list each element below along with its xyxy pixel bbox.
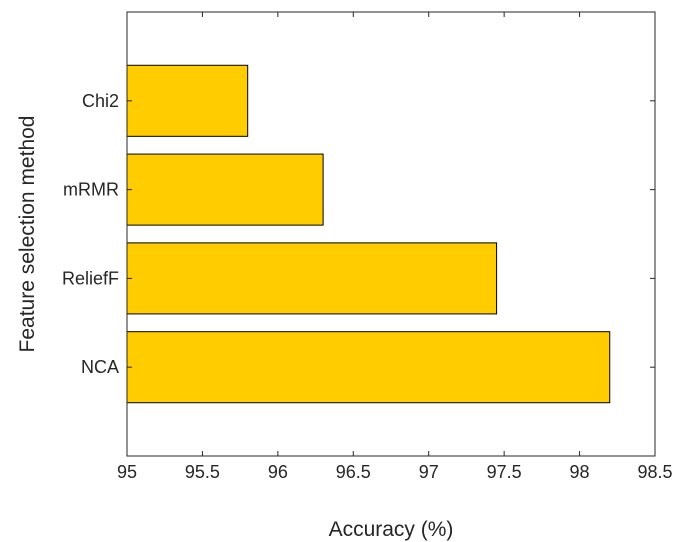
x-tick-label: 98 [570, 462, 590, 482]
bars-group [126, 64, 611, 404]
x-tick-label: 97 [419, 462, 439, 482]
bar-relieff [126, 242, 498, 315]
y-tick-label-relieff: ReliefF [62, 268, 119, 288]
x-tick-labels: 95 95.5 96 96.5 97 97.5 98 98.5 [117, 462, 673, 482]
y-tick-label-nca: NCA [81, 357, 119, 377]
x-tick-label: 98.5 [637, 462, 672, 482]
x-tick-label: 96.5 [336, 462, 371, 482]
x-axis-title: Accuracy (%) [329, 518, 454, 541]
x-tick-label: 97.5 [487, 462, 522, 482]
x-tick-label: 95 [117, 462, 137, 482]
y-tick-label-chi2: Chi2 [82, 91, 119, 111]
y-tick-labels: NCA ReliefF mRMR Chi2 [62, 91, 119, 377]
x-tick-label: 96 [268, 462, 288, 482]
y-axis-title: Feature selection method [16, 116, 39, 353]
bar-mrmr [126, 153, 324, 226]
x-tick-label: 95.5 [185, 462, 220, 482]
bar-chi2 [126, 64, 249, 137]
bar-nca [126, 331, 611, 404]
y-tick-label-mrmr: mRMR [63, 180, 119, 200]
plot-frame [126, 11, 656, 457]
